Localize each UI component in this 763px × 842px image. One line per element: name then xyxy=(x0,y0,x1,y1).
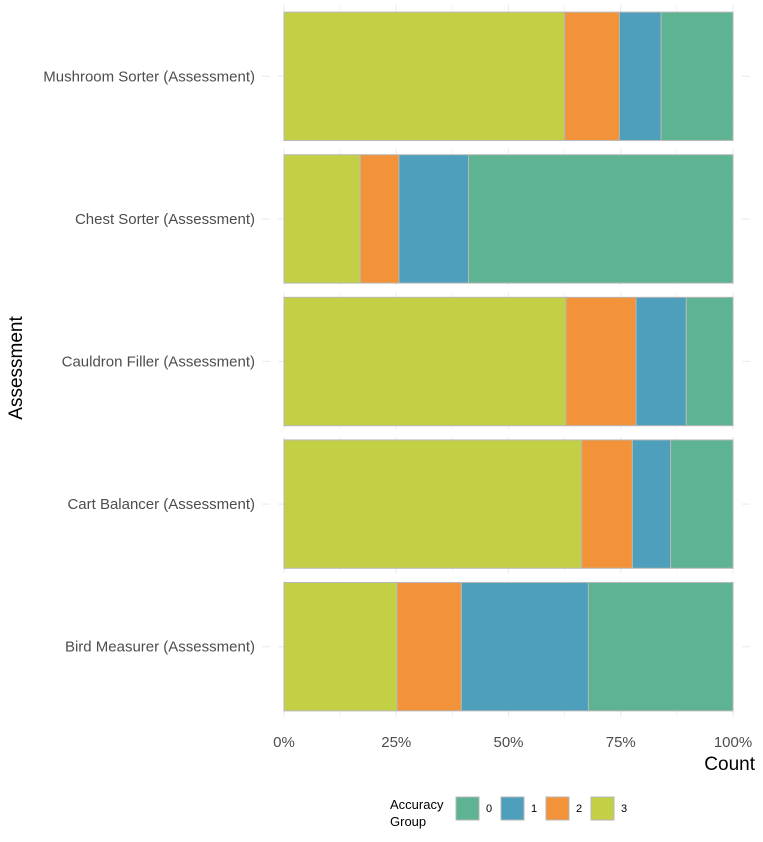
bar-segment-chest-sorter-assessment-group-1 xyxy=(398,154,470,284)
bar-segment-chest-sorter-assessment-group-2 xyxy=(359,154,400,284)
legend-swatch-2 xyxy=(545,796,570,821)
x-axis-title: Count xyxy=(704,754,755,775)
legend-keys: 0 1 2 3 xyxy=(455,796,627,821)
x-tick-label: 100% xyxy=(714,734,752,751)
bar-segment-bird-measurer-assessment-group-1 xyxy=(460,582,589,712)
bar-segment-bird-measurer-assessment-group-2 xyxy=(396,582,462,712)
y-tick-label: Cart Balancer (Assessment) xyxy=(67,496,255,513)
x-tick-label: 75% xyxy=(606,734,636,751)
y-tick-label: Mushroom Sorter (Assessment) xyxy=(43,68,255,85)
legend-label-0: 0 xyxy=(486,803,492,815)
legend-label-3: 3 xyxy=(621,803,627,815)
x-tick-label: 0% xyxy=(273,734,295,751)
bar-segment-cart-balancer-assessment-group-1 xyxy=(631,439,672,569)
y-tick-label: Chest Sorter (Assessment) xyxy=(75,211,255,228)
legend: Accuracy Group 0 1 2 3 xyxy=(390,796,627,829)
bar-segment-mushroom-sorter-assessment-group-1 xyxy=(618,11,662,141)
bar-segments xyxy=(283,11,734,712)
y-tick-labels: Mushroom Sorter (Assessment) Chest Sorter… xyxy=(43,68,255,655)
bar-segment-cauldron-filler-assessment-group-0 xyxy=(685,296,734,427)
bar-segment-mushroom-sorter-assessment-group-2 xyxy=(564,11,620,141)
bar-segment-chest-sorter-assessment-group-3 xyxy=(283,154,361,284)
bar-segment-bird-measurer-assessment-group-0 xyxy=(587,582,734,712)
legend-label-1: 1 xyxy=(531,803,537,815)
legend-label-2: 2 xyxy=(576,803,582,815)
bar-segment-chest-sorter-assessment-group-0 xyxy=(468,154,734,284)
bar-segment-cauldron-filler-assessment-group-2 xyxy=(565,296,637,427)
y-tick-label: Bird Measurer (Assessment) xyxy=(65,639,255,656)
bar-segment-cart-balancer-assessment-group-0 xyxy=(670,439,734,569)
bar-segment-mushroom-sorter-assessment-group-0 xyxy=(660,11,734,141)
bar-segment-mushroom-sorter-assessment-group-3 xyxy=(283,11,566,141)
legend-title-line-2: Group xyxy=(390,814,426,829)
bar-segment-cart-balancer-assessment-group-3 xyxy=(283,439,583,569)
legend-swatch-3 xyxy=(590,796,615,821)
bar-segment-bird-measurer-assessment-group-3 xyxy=(283,582,398,712)
y-tick-label: Cauldron Filler (Assessment) xyxy=(62,354,255,371)
legend-swatch-1 xyxy=(500,796,525,821)
x-tick-label: 50% xyxy=(493,734,523,751)
x-tick-label: 25% xyxy=(381,734,411,751)
x-tick-labels: 0% 25% 50% 75% 100% xyxy=(273,734,752,751)
legend-title-line-1: Accuracy xyxy=(390,797,444,812)
bar-segment-cauldron-filler-assessment-group-3 xyxy=(283,296,567,427)
bar-segment-cart-balancer-assessment-group-2 xyxy=(581,439,633,569)
legend-swatch-0 xyxy=(455,796,480,821)
y-axis-title: Assessment xyxy=(6,316,27,420)
bar-segment-cauldron-filler-assessment-group-1 xyxy=(635,296,687,427)
